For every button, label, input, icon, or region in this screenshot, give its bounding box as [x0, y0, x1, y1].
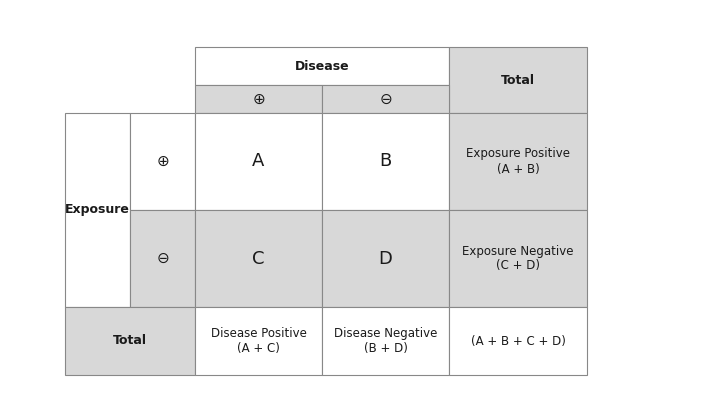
Bar	[195, 85, 322, 113]
Text: Disease Negative
(B + D): Disease Negative (B + D)	[334, 327, 437, 355]
Text: (A + B + C + D): (A + B + C + D)	[471, 335, 565, 347]
Text: ⊖: ⊖	[156, 251, 169, 266]
Bar	[195, 113, 322, 210]
Text: Exposure Negative
(C + D): Exposure Negative (C + D)	[462, 245, 574, 273]
Bar	[449, 307, 587, 375]
Text: C: C	[252, 249, 265, 267]
Bar	[449, 113, 587, 210]
Text: A: A	[252, 153, 265, 171]
Bar	[130, 113, 195, 210]
Text: B: B	[379, 153, 392, 171]
Bar	[65, 307, 195, 375]
Bar	[322, 307, 449, 375]
Bar	[130, 210, 195, 307]
Text: ⊖: ⊖	[379, 92, 392, 107]
Text: Disease Positive
(A + C): Disease Positive (A + C)	[210, 327, 307, 355]
Text: Exposure Positive
(A + B): Exposure Positive (A + B)	[466, 147, 570, 175]
Text: Total: Total	[501, 73, 535, 87]
Bar	[449, 210, 587, 307]
Bar	[195, 47, 449, 85]
Text: Total: Total	[113, 335, 147, 347]
Bar	[195, 210, 322, 307]
Bar	[322, 113, 449, 210]
Bar	[449, 47, 587, 113]
Bar	[65, 113, 130, 307]
Text: Exposure: Exposure	[65, 203, 130, 217]
Text: ⊕: ⊕	[156, 154, 169, 169]
Text: ⊕: ⊕	[252, 92, 265, 107]
Text: D: D	[379, 249, 392, 267]
Bar	[322, 85, 449, 113]
Text: Disease: Disease	[294, 60, 349, 72]
Bar	[195, 307, 322, 375]
Bar	[322, 210, 449, 307]
